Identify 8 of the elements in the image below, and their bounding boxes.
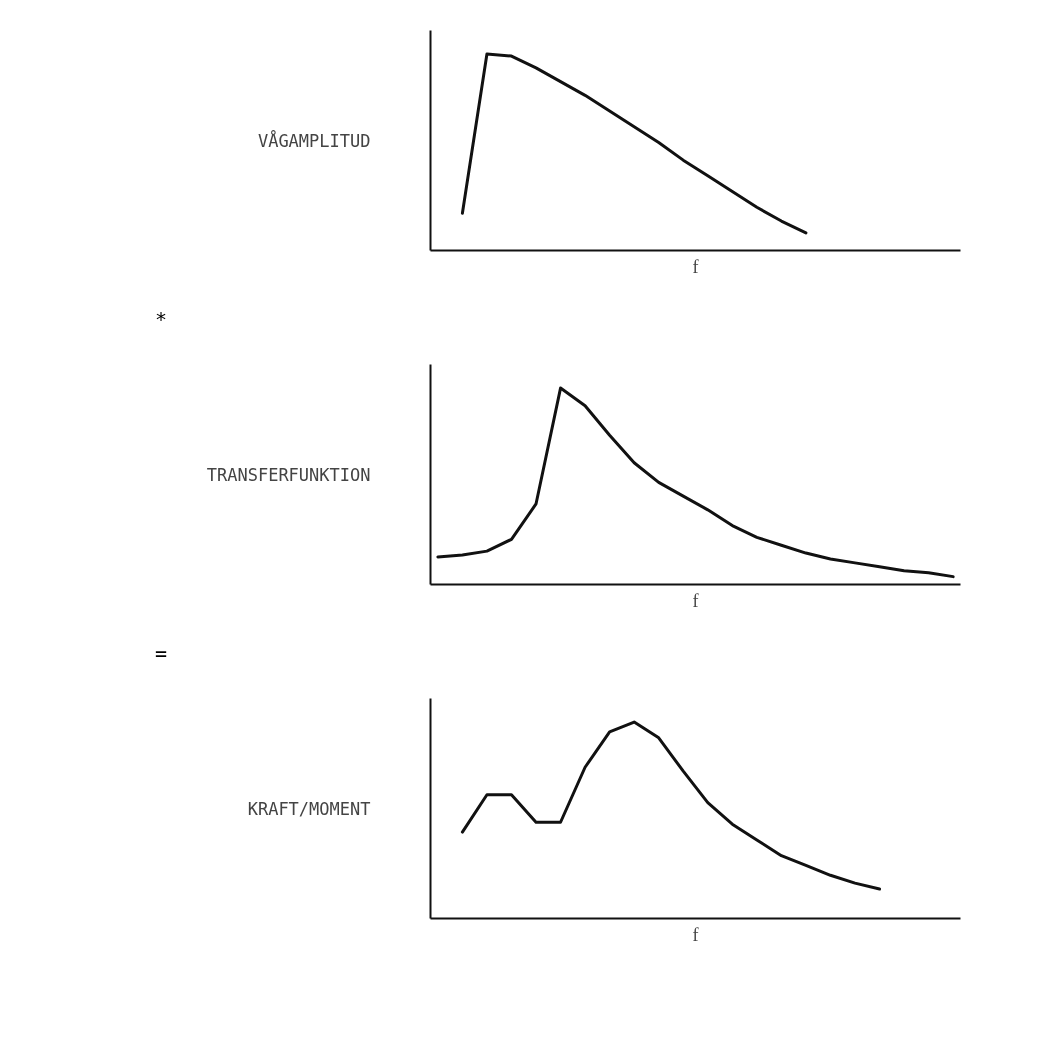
y-axis-title: TRANSFERFUNKTION (206, 464, 371, 485)
y-axis-title: VÅGAMPLITUD (257, 129, 371, 151)
x-axis-title: f (692, 590, 699, 611)
text: * (155, 306, 168, 333)
x-axis-title: f (692, 924, 699, 945)
y-axis-title: KRAFT/MOMENT (247, 798, 371, 819)
x-axis-title: f (692, 256, 699, 277)
text: = (155, 640, 168, 667)
